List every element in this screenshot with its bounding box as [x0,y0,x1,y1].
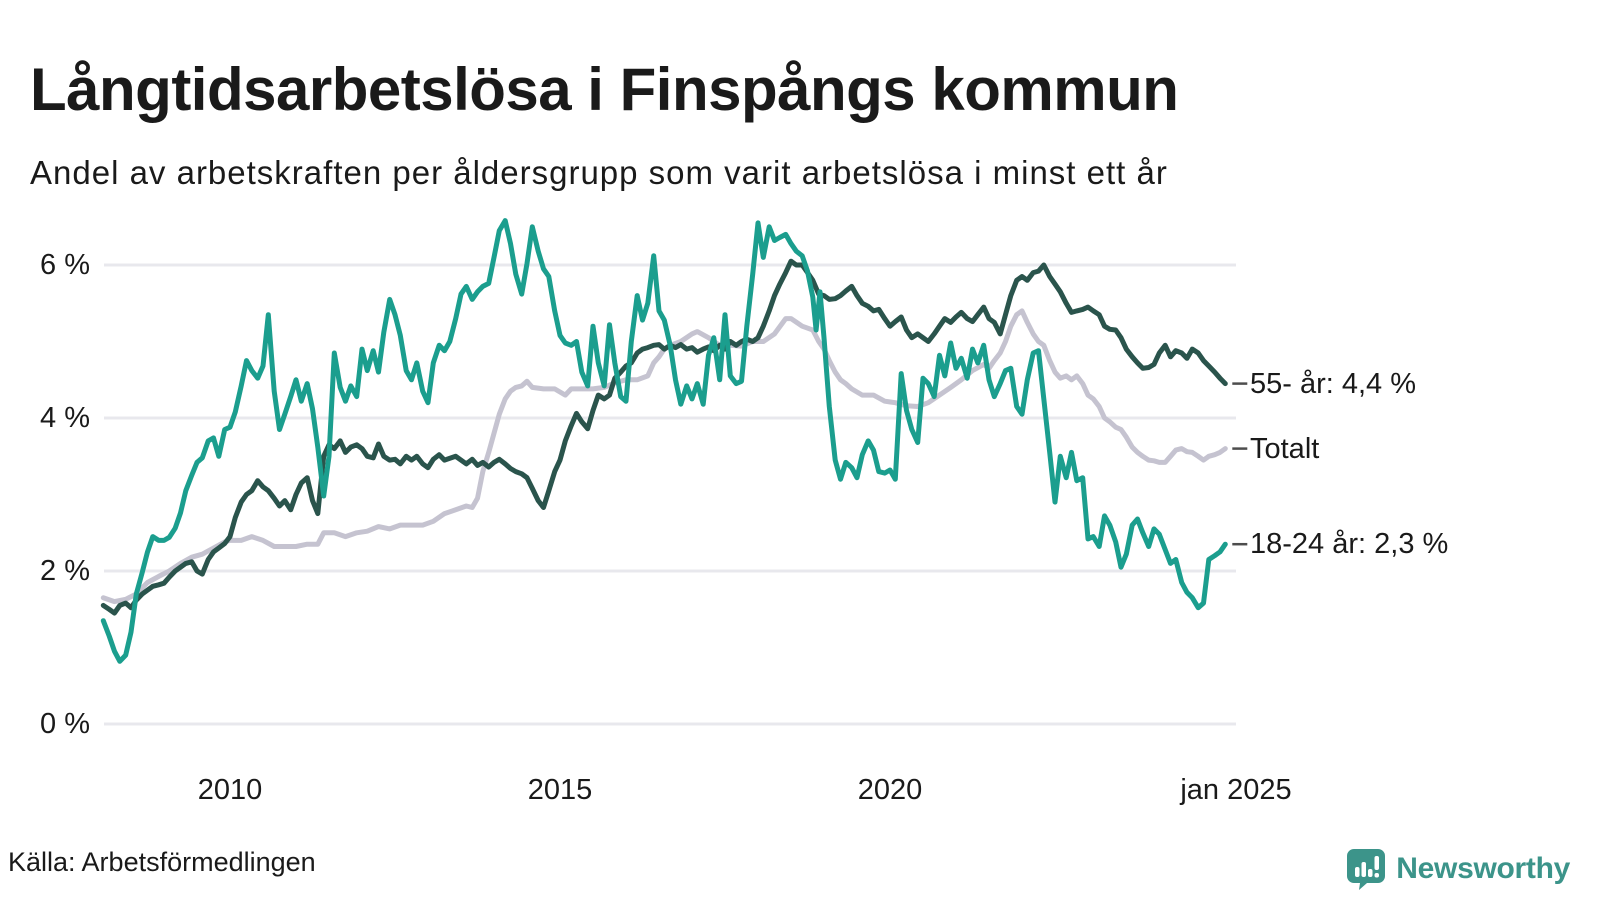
series-annotation-55: 55- år: 4,4 % [1250,367,1417,400]
y-axis-tick-label: 4 % [40,402,90,434]
series-line-18-24 [100,218,1228,664]
newsworthy-logo-text: Newsworthy [1396,852,1570,885]
x-axis-tick-label: 2020 [857,774,923,806]
series-line-55 [100,258,1228,616]
x-axis-tick-label: 2010 [197,774,263,806]
page-title: Långtidsarbetslösa i Finspångs kommun [30,56,1179,124]
series-annotation-18-24: 18-24 år: 2,3 % [1250,528,1449,561]
y-axis-tick-label: 6 % [40,249,90,281]
x-axis-tick-label: jan 2025 [1180,774,1292,806]
series-annotation-totalt: Totalt [1250,432,1320,465]
source-note: Källa: Arbetsförmedlingen [8,847,316,877]
page-subtitle: Andel av arbetskraften per åldersgrupp s… [30,154,1168,191]
newsworthy-speech-bubble-bar-chart-icon [1347,849,1386,890]
y-axis-tick-label: 2 % [40,555,90,587]
x-axis-tick-label: 2015 [527,774,593,806]
newsworthy-logo[interactable]: Newsworthy [1346,848,1570,890]
y-axis-tick-label: 0 % [40,708,90,740]
